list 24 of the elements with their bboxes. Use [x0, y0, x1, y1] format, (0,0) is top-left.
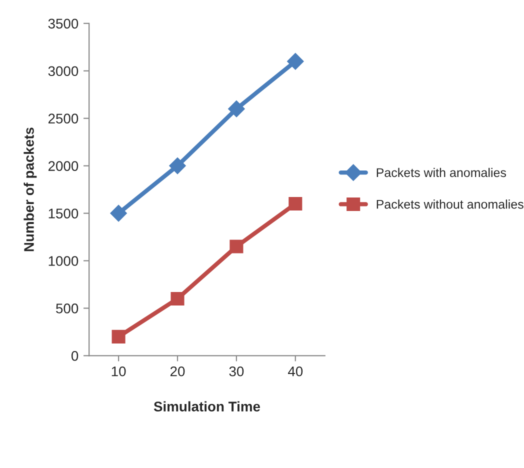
point	[110, 204, 127, 222]
x-tick-label: 30	[229, 366, 244, 376]
y-tick-label: 1000	[48, 256, 78, 266]
legend-label: Packets with anomalies	[376, 168, 506, 178]
point	[230, 240, 244, 254]
point	[288, 197, 302, 211]
y-tick-label: 2000	[48, 161, 78, 171]
point	[112, 330, 126, 344]
y-tick-label: 3500	[48, 18, 78, 29]
y-tick-label: 2500	[48, 114, 78, 124]
y-tick-label: 500	[56, 304, 78, 314]
y-tick-label: 0	[71, 351, 78, 361]
point	[169, 157, 186, 174]
y-axis-title: Number of packets	[24, 128, 37, 252]
point	[228, 100, 245, 118]
x-tick-label: 10	[112, 366, 126, 376]
legend-label: Packets without anomalies	[376, 200, 524, 209]
point	[287, 53, 304, 70]
point	[170, 292, 184, 306]
x-axis-title: Simulation Time	[154, 401, 260, 412]
y-tick-label: 1500	[48, 208, 78, 218]
y-tick-label: 3000	[48, 66, 78, 76]
x-tick-label: 40	[288, 366, 303, 376]
x-tick-label: 20	[170, 366, 185, 376]
